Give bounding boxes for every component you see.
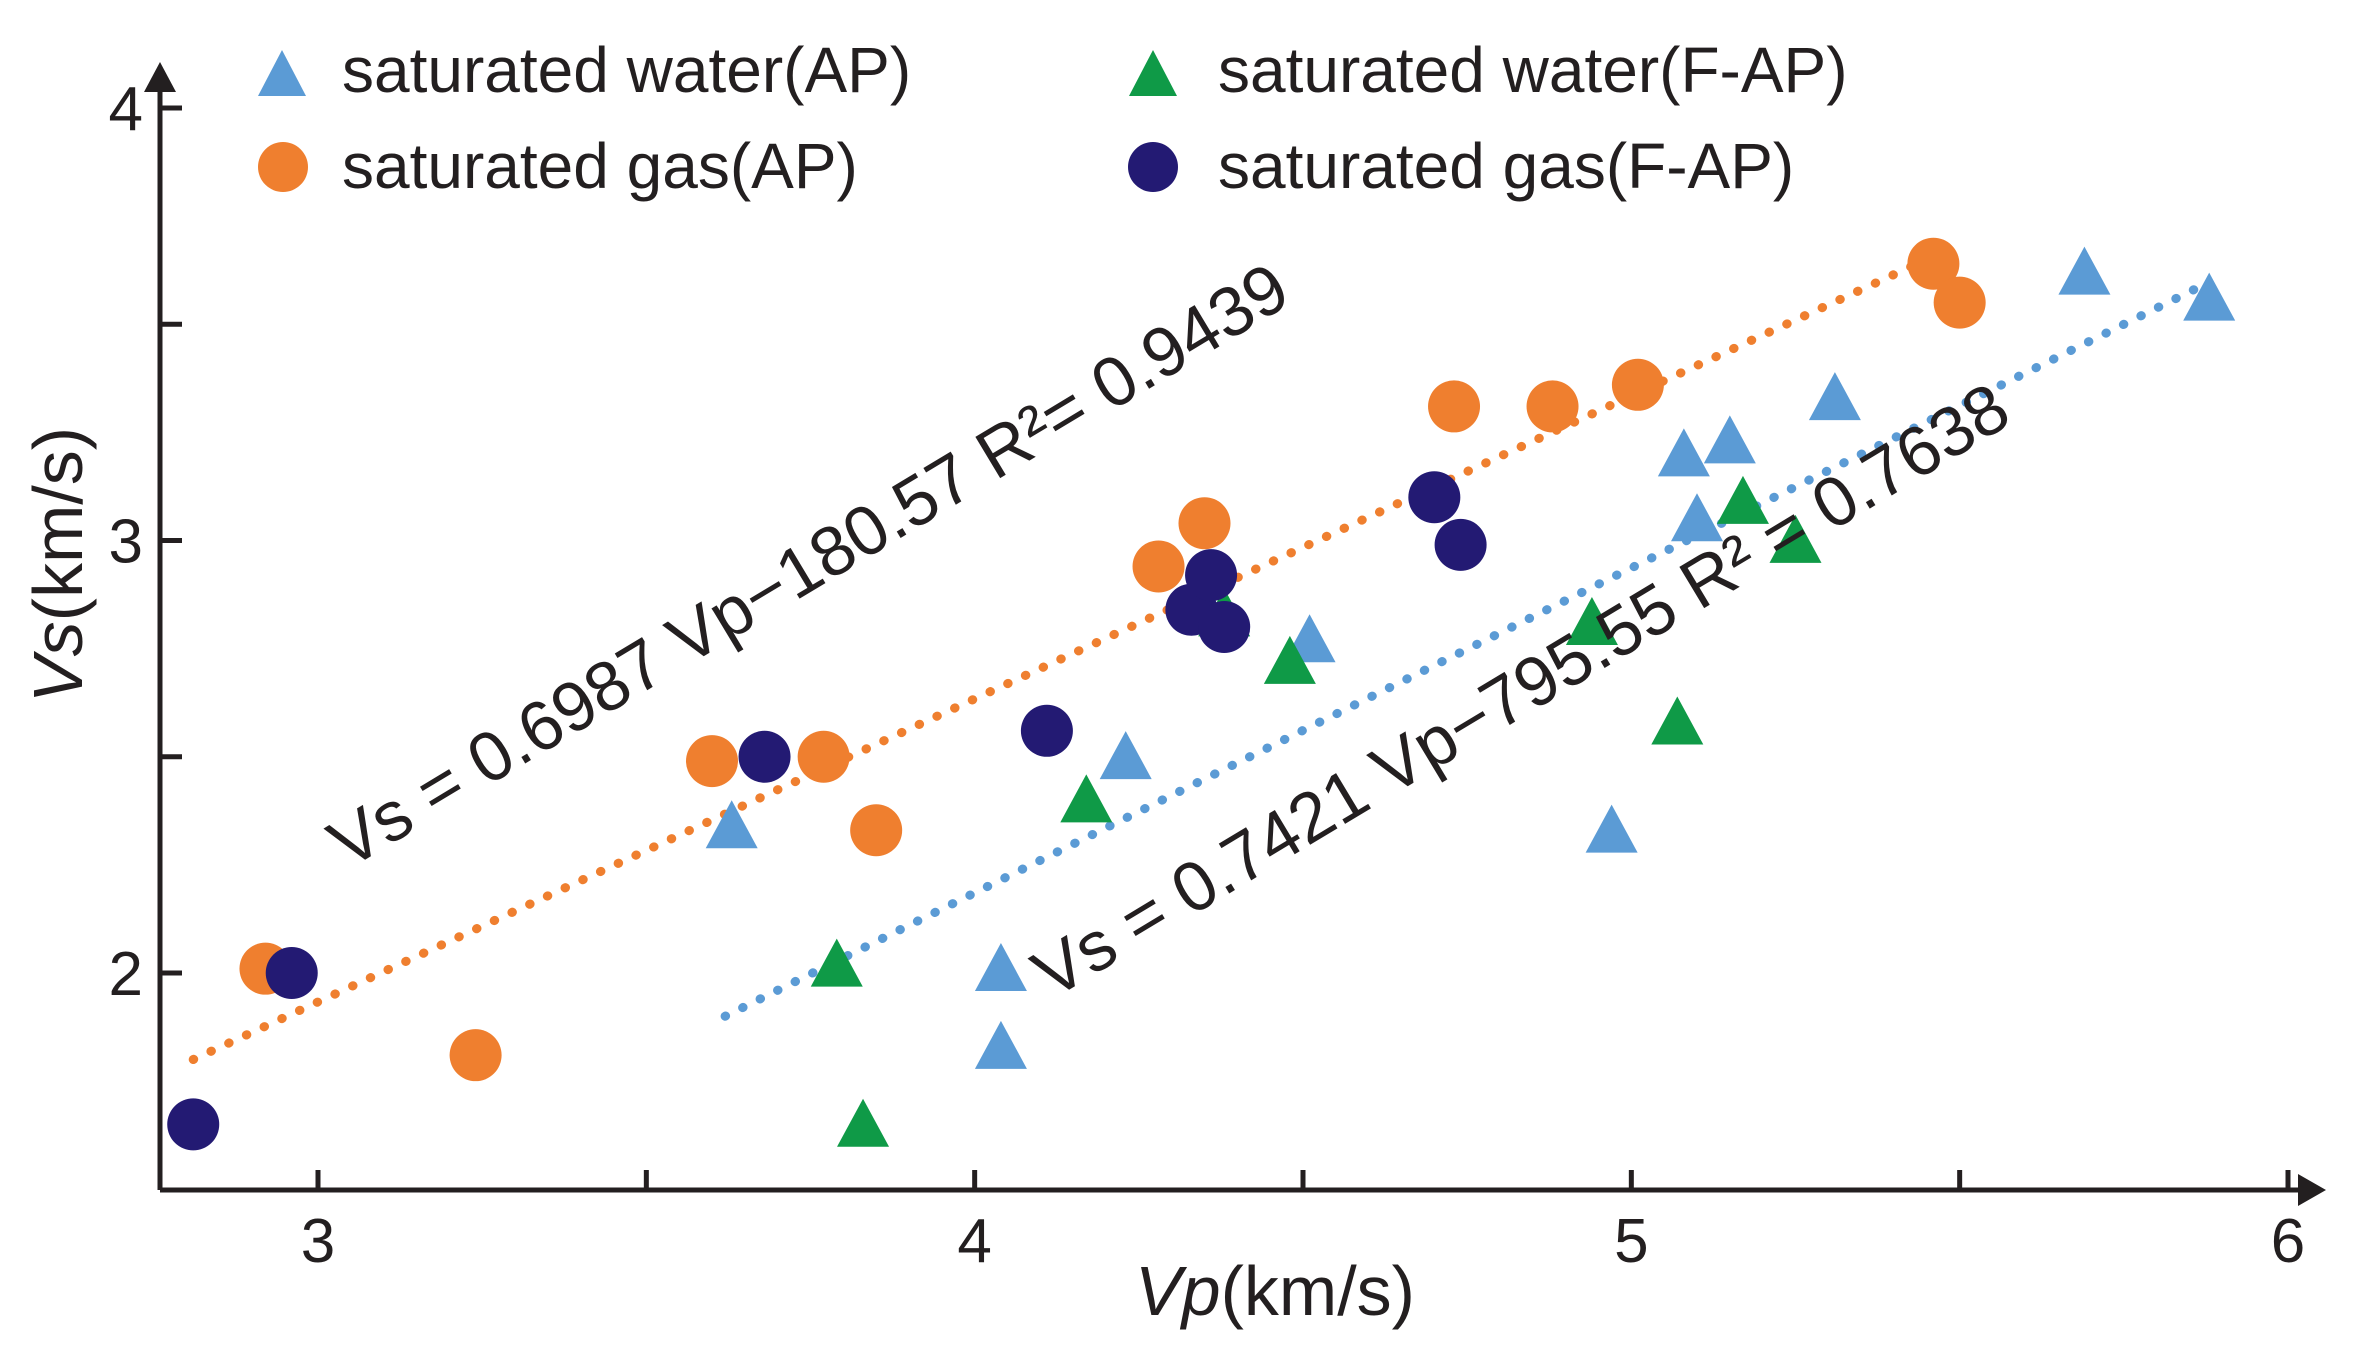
x-axis: 3 4 5 6 Vp(km/s) <box>160 1170 2326 1330</box>
data-point <box>738 730 791 783</box>
x-tick-label: 3 <box>301 1207 335 1276</box>
data-point <box>1060 774 1113 823</box>
legend-label-gas-ap: saturated gas(AP) <box>342 130 858 202</box>
x-tick-label: 4 <box>957 1207 991 1276</box>
data-point <box>974 1020 1027 1069</box>
data-point <box>686 735 738 788</box>
data-point <box>1808 372 1861 421</box>
data-point <box>1769 514 1822 563</box>
y-axis: 2 3 4 Vs(km/s) <box>19 62 182 1190</box>
data-point <box>167 1098 220 1151</box>
data-point <box>1565 597 1618 645</box>
data-point <box>1099 731 1152 780</box>
legend-marker-gas-ap <box>258 142 308 192</box>
y-tick-label: 4 <box>109 75 143 144</box>
data-point <box>1526 380 1579 433</box>
data-point <box>1198 601 1251 653</box>
y-axis-label: Vs(km/s) <box>19 427 97 703</box>
legend-label-gas-fap: saturated gas(F-AP) <box>1218 130 1794 202</box>
data-point <box>1611 358 1664 411</box>
y-axis-label-var: Vs <box>19 621 97 703</box>
x-ticks: 3 4 5 6 <box>301 1170 2305 1276</box>
data-point <box>449 1029 502 1082</box>
trendline-layer <box>188 254 2208 1064</box>
data-point <box>810 938 863 987</box>
trendline-equations: Vs = 0.6987 Vp−180.57 R²= 0.9439 Vs = 0.… <box>316 248 2023 1013</box>
series-saturated-gas-f-ap <box>167 471 1487 1151</box>
y-ticks: 2 3 4 <box>109 75 182 1009</box>
x-tick-label: 6 <box>2271 1207 2305 1276</box>
data-point <box>1434 518 1487 571</box>
data-point <box>1657 428 1710 477</box>
data-point <box>1933 276 1986 329</box>
data-point <box>1020 704 1073 757</box>
data-point <box>974 943 1027 991</box>
data-point <box>837 1098 890 1147</box>
y-axis-label-unit: (km/s) <box>19 427 97 621</box>
y-axis-arrow-icon <box>144 62 176 92</box>
series-saturated-water-ap <box>705 246 2236 1069</box>
legend-label-water-fap: saturated water(F-AP) <box>1218 34 1848 106</box>
x-axis-label: Vp(km/s) <box>1135 1252 1415 1330</box>
data-point <box>1671 493 1723 542</box>
data-point <box>1716 475 1769 524</box>
legend-marker-water-fap <box>1129 50 1177 96</box>
trendline-gas-ap <box>188 254 1932 1064</box>
data-point <box>1408 471 1461 524</box>
data-point <box>1428 380 1481 433</box>
x-axis-arrow-icon <box>2298 1174 2326 1206</box>
legend-marker-water-ap <box>258 50 306 96</box>
data-point <box>2183 272 2236 321</box>
x-tick-label: 5 <box>1614 1207 1648 1276</box>
y-tick-label: 2 <box>109 940 143 1009</box>
data-point <box>1585 804 1638 853</box>
series-saturated-gas-ap <box>239 237 1986 1082</box>
trendline-equation-water-ap: Vs = 0.7421 Vp−795.55 R² = 0.7638 <box>1020 368 2023 1013</box>
data-point <box>265 947 318 999</box>
data-point <box>1132 540 1185 593</box>
data-point <box>1263 635 1316 684</box>
legend: saturated water(AP) saturated water(F-AP… <box>258 34 1848 202</box>
legend-marker-gas-fap <box>1128 142 1178 192</box>
data-point <box>850 804 903 857</box>
data-points-layer <box>167 237 2236 1151</box>
data-point <box>1703 415 1756 464</box>
x-axis-label-unit: (km/s) <box>1221 1252 1415 1330</box>
data-point <box>1907 237 1960 290</box>
legend-label-water-ap: saturated water(AP) <box>342 34 911 106</box>
data-point <box>1185 549 1238 602</box>
data-point <box>705 800 758 849</box>
y-tick-label: 3 <box>109 508 143 577</box>
trendline-water-ap <box>720 280 2208 1021</box>
x-axis-label-var: Vp <box>1135 1252 1221 1330</box>
data-point <box>1651 696 1704 745</box>
data-point <box>797 730 850 783</box>
data-point <box>1178 497 1231 550</box>
data-point <box>2058 246 2111 295</box>
